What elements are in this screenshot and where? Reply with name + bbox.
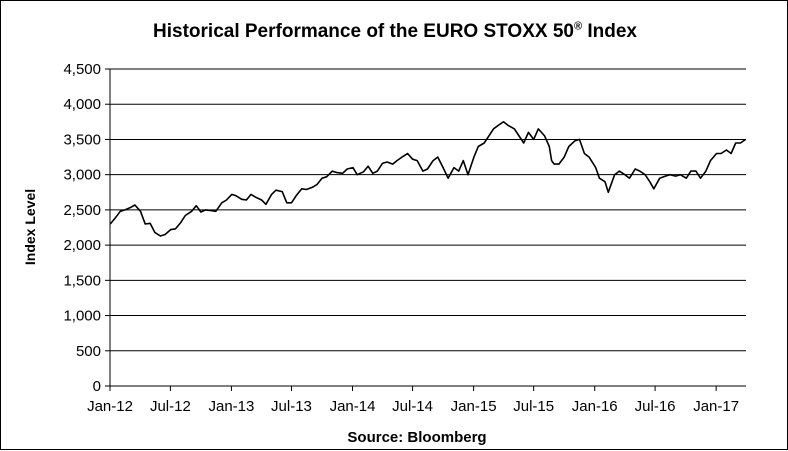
y-tick-label: 2,000 bbox=[63, 237, 101, 254]
x-tick-label: Jul-13 bbox=[271, 398, 312, 415]
x-axis-title: Source: Bloomberg bbox=[347, 429, 486, 446]
y-tick-label: 1,000 bbox=[63, 308, 101, 325]
y-axis-tick-labels: 0 500 1,000 1,500 2,000 2,500 3,000 3,500 4,000 4… bbox=[63, 61, 110, 395]
x-tick-label: Jan-15 bbox=[451, 398, 497, 415]
x-tick-label: Jan-16 bbox=[572, 398, 618, 415]
x-tick-label: Jul-14 bbox=[392, 398, 433, 415]
series-line bbox=[109, 121, 747, 237]
y-tick-label: 4,500 bbox=[63, 61, 101, 78]
x-tick-label: Jul-16 bbox=[635, 398, 676, 415]
x-axis-ticks: Jan-12 Jul-12 Jan-13 Jul-13 Jan-14 Jul-14 Jan-… bbox=[87, 386, 739, 415]
y-tick-label: 2,500 bbox=[63, 202, 101, 219]
x-tick-label: Jan-13 bbox=[208, 398, 254, 415]
x-tick-label: Jan-12 bbox=[87, 398, 133, 415]
gridlines bbox=[110, 68, 746, 352]
y-axis-title: Index Level bbox=[22, 189, 38, 265]
x-tick-label: Jul-15 bbox=[513, 398, 554, 415]
y-tick-label: 4,000 bbox=[63, 96, 101, 113]
y-tick-label: 3,000 bbox=[63, 167, 101, 184]
x-tick-label: Jan-17 bbox=[693, 398, 739, 415]
chart-title-main: Historical Performance of the EURO STOXX… bbox=[153, 21, 574, 42]
x-tick-label: Jul-12 bbox=[150, 398, 191, 415]
chart-title-suffix: Index bbox=[582, 21, 637, 42]
chart-title: Historical Performance of the EURO STOXX… bbox=[1, 21, 788, 43]
y-tick-label: 500 bbox=[76, 343, 101, 360]
y-tick-label: 1,500 bbox=[63, 272, 101, 289]
x-tick-label: Jan-14 bbox=[330, 398, 376, 415]
chart-title-registered-mark: ® bbox=[573, 20, 583, 33]
y-tick-label: 3,500 bbox=[63, 131, 101, 148]
y-tick-label: 0 bbox=[93, 378, 101, 395]
